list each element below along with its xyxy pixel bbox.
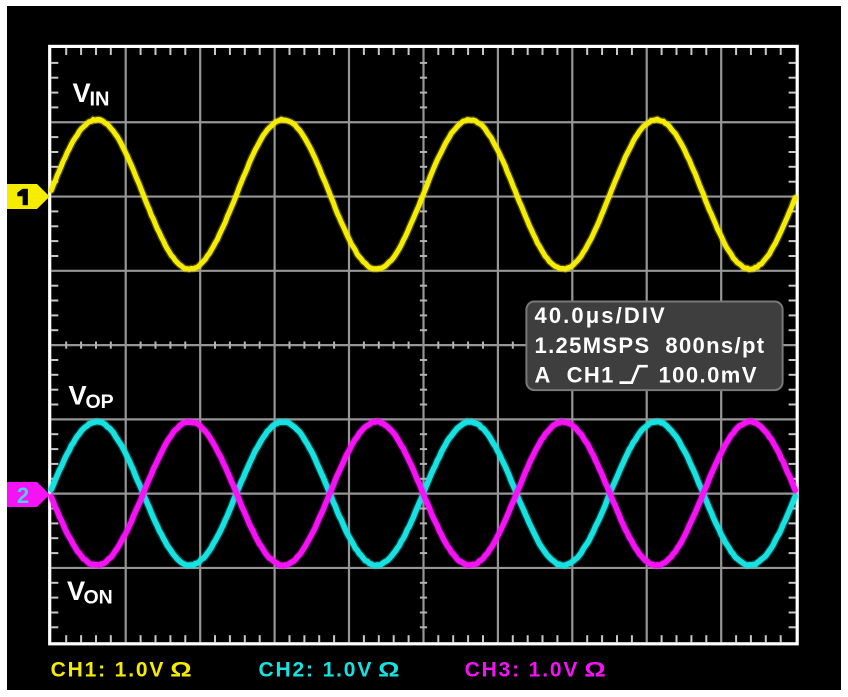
svg-text:2: 2: [17, 483, 29, 508]
svg-text:CH3: 1.0V: CH3: 1.0V: [465, 658, 580, 681]
svg-text:CH2: 1.0V: CH2: 1.0V: [259, 658, 374, 681]
svg-text:Ω: Ω: [378, 658, 399, 682]
svg-text:ON: ON: [84, 587, 113, 609]
svg-text:V: V: [67, 575, 85, 606]
svg-text:1.25MSPS 800ns/pt: 1.25MSPS 800ns/pt: [535, 333, 766, 358]
svg-text:V: V: [69, 380, 87, 411]
svg-text:100.0mV: 100.0mV: [659, 362, 758, 387]
svg-text:A CH1: A CH1: [535, 362, 615, 387]
svg-text:IN: IN: [90, 88, 110, 110]
svg-text:CH1: 1.0V: CH1: 1.0V: [51, 658, 166, 681]
svg-text:OP: OP: [86, 391, 114, 413]
svg-text:Ω: Ω: [584, 658, 605, 682]
svg-text:Ω: Ω: [170, 658, 191, 682]
svg-text:V: V: [73, 77, 91, 108]
svg-text:40.0μs/DIV: 40.0μs/DIV: [535, 303, 667, 328]
